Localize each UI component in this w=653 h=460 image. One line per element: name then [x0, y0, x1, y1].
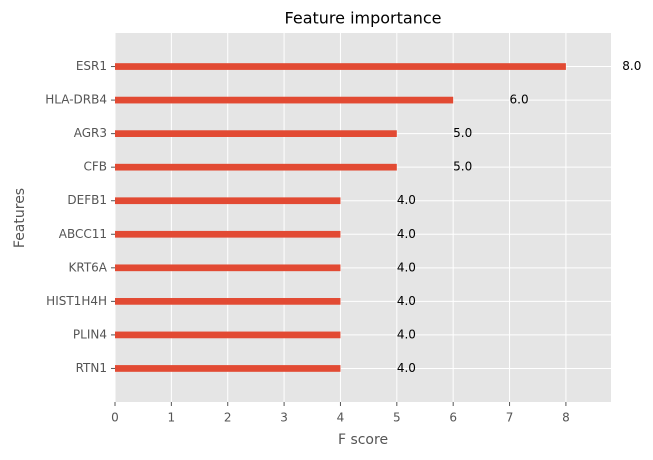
bar [115, 63, 566, 70]
x-tick-label: 5 [393, 411, 401, 425]
y-tick-label: CFB [83, 160, 107, 174]
y-tick-label: HLA-DRB4 [45, 93, 107, 107]
value-label: 4.0 [397, 361, 416, 375]
bar [115, 96, 454, 104]
bar [115, 331, 341, 339]
x-tick-label: 4 [337, 411, 345, 425]
x-tick-label: 6 [449, 411, 457, 425]
value-label: 4.0 [397, 193, 416, 207]
x-tick-label: 1 [168, 411, 176, 425]
value-label: 6.0 [510, 93, 529, 107]
y-tick-label: KRT6A [68, 260, 107, 274]
value-label: 4.0 [397, 227, 416, 241]
value-label: 4.0 [397, 260, 416, 274]
y-tick-label: AGR3 [74, 126, 107, 140]
y-tick-label: ABCC11 [59, 227, 107, 241]
y-tick-label: PLIN4 [73, 327, 107, 341]
value-label: 5.0 [453, 126, 472, 140]
bar [115, 230, 341, 238]
bar [115, 365, 341, 372]
x-tick-label: 0 [111, 411, 119, 425]
plot-area [115, 33, 611, 402]
x-tick-label: 3 [280, 411, 288, 425]
y-tick-label: RTN1 [76, 361, 107, 375]
y-tick-label: ESR1 [76, 59, 107, 73]
bar [115, 130, 397, 137]
value-label: 5.0 [453, 160, 472, 174]
y-tick-label: DEFB1 [67, 193, 107, 207]
x-tick-label: 2 [224, 411, 232, 425]
y-tick-label: HIST1H4H [46, 294, 107, 308]
x-axis-label: F score [338, 432, 388, 448]
bar [115, 298, 341, 305]
value-label: 4.0 [397, 327, 416, 341]
bar [115, 163, 397, 171]
value-label: 8.0 [622, 59, 641, 73]
x-tick-label: 8 [562, 411, 570, 425]
y-axis-label: Features [12, 188, 28, 248]
chart-title: Feature importance [285, 9, 442, 28]
value-label: 4.0 [397, 294, 416, 308]
bar [115, 264, 341, 272]
bar [115, 197, 341, 205]
x-tick-label: 7 [506, 411, 514, 425]
